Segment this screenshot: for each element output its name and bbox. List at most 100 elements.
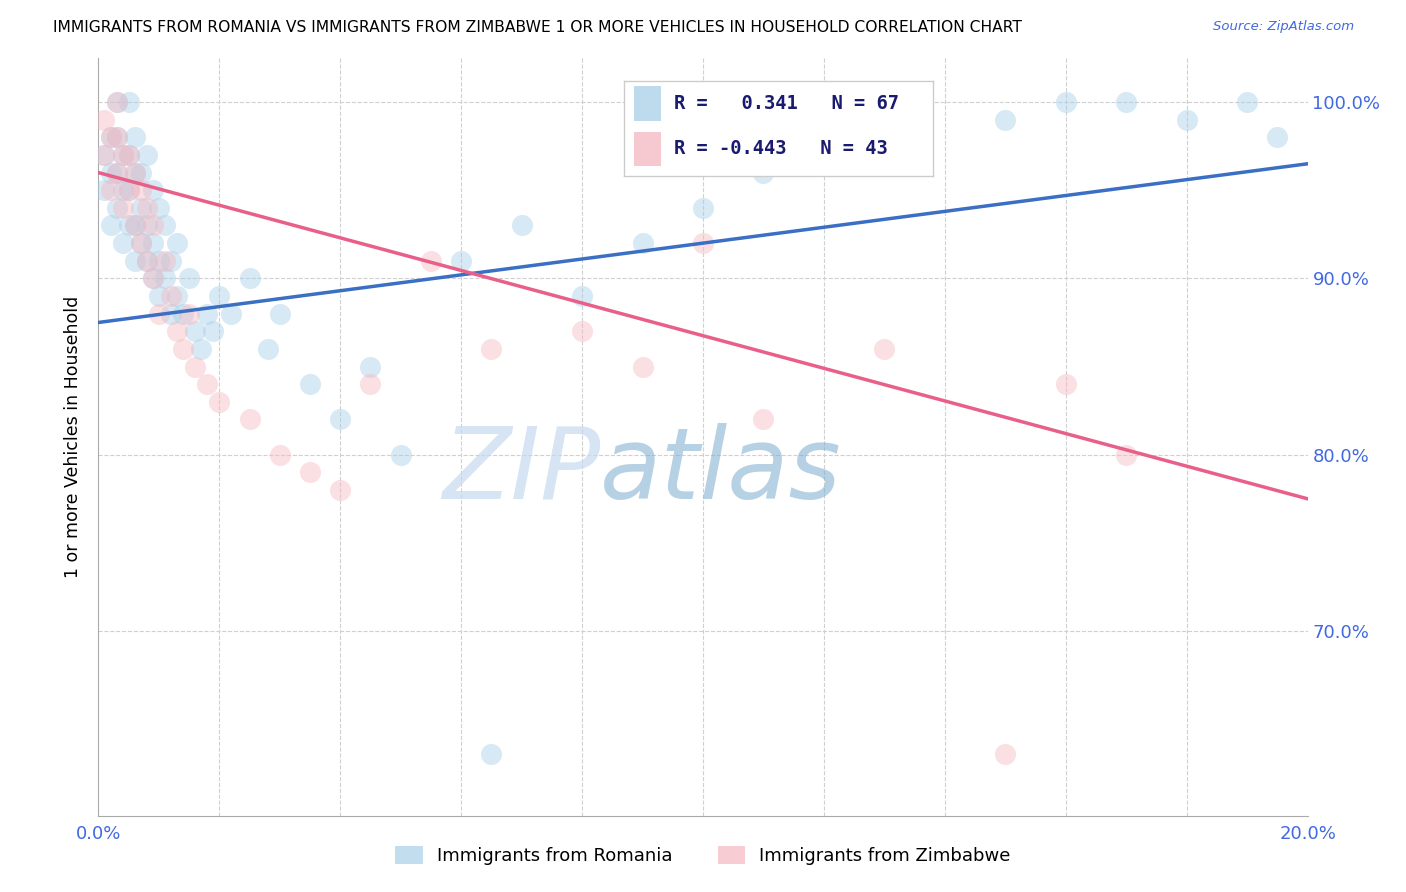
Point — [148, 307, 170, 321]
Point — [190, 342, 212, 356]
Point — [124, 165, 146, 179]
Point — [239, 271, 262, 285]
Point — [389, 448, 412, 462]
Point — [172, 342, 194, 356]
Point — [329, 483, 352, 497]
Point — [208, 289, 231, 303]
Point — [269, 307, 291, 321]
Point — [202, 324, 225, 338]
Point — [135, 253, 157, 268]
Point — [510, 219, 533, 233]
Point — [299, 377, 322, 392]
Point — [118, 219, 141, 233]
Point — [420, 253, 443, 268]
Point — [105, 130, 128, 145]
Point — [153, 219, 176, 233]
Point — [93, 183, 115, 197]
Point — [329, 412, 352, 426]
Point — [153, 253, 176, 268]
Point — [111, 201, 134, 215]
Point — [450, 253, 472, 268]
Point — [148, 201, 170, 215]
Point — [1115, 448, 1137, 462]
Point — [994, 112, 1017, 127]
Point — [135, 219, 157, 233]
Text: 20.0%: 20.0% — [1279, 825, 1336, 843]
Point — [166, 289, 188, 303]
Point — [135, 148, 157, 162]
Point — [100, 130, 122, 145]
Point — [269, 448, 291, 462]
Point — [692, 236, 714, 251]
Point — [118, 148, 141, 162]
Point — [111, 236, 134, 251]
Point — [135, 201, 157, 215]
Point — [256, 342, 278, 356]
Point — [184, 359, 207, 374]
Point — [135, 253, 157, 268]
Point — [299, 466, 322, 480]
Point — [93, 148, 115, 162]
Point — [148, 289, 170, 303]
Point — [239, 412, 262, 426]
Point — [142, 236, 165, 251]
Point — [142, 219, 165, 233]
Point — [105, 130, 128, 145]
Text: ZIP: ZIP — [441, 423, 600, 520]
Point — [166, 236, 188, 251]
Text: IMMIGRANTS FROM ROMANIA VS IMMIGRANTS FROM ZIMBABWE 1 OR MORE VEHICLES IN HOUSEH: IMMIGRANTS FROM ROMANIA VS IMMIGRANTS FR… — [53, 20, 1022, 35]
Text: 0.0%: 0.0% — [76, 825, 121, 843]
Point — [692, 201, 714, 215]
Point — [631, 236, 654, 251]
Point — [105, 165, 128, 179]
Point — [93, 112, 115, 127]
Text: atlas: atlas — [600, 423, 842, 520]
Point — [118, 148, 141, 162]
Point — [1054, 95, 1077, 109]
Point — [124, 219, 146, 233]
Legend: Immigrants from Romania, Immigrants from Zimbabwe: Immigrants from Romania, Immigrants from… — [388, 838, 1018, 872]
Point — [93, 148, 115, 162]
Point — [195, 307, 218, 321]
Point — [221, 307, 243, 321]
Point — [184, 324, 207, 338]
Point — [1054, 377, 1077, 392]
Point — [1267, 130, 1289, 145]
Point — [153, 271, 176, 285]
Point — [100, 183, 122, 197]
Point — [129, 165, 152, 179]
Point — [360, 377, 382, 392]
Point — [100, 219, 122, 233]
Point — [111, 148, 134, 162]
Point — [571, 289, 593, 303]
Point — [571, 324, 593, 338]
Point — [1236, 95, 1258, 109]
Point — [481, 342, 503, 356]
Point — [994, 747, 1017, 762]
Point — [118, 183, 141, 197]
Point — [752, 412, 775, 426]
Point — [148, 253, 170, 268]
Point — [118, 95, 141, 109]
Point — [142, 183, 165, 197]
Point — [166, 324, 188, 338]
Point — [124, 253, 146, 268]
Point — [100, 165, 122, 179]
Point — [111, 183, 134, 197]
Text: Source: ZipAtlas.com: Source: ZipAtlas.com — [1213, 20, 1354, 33]
Point — [142, 271, 165, 285]
Point — [631, 359, 654, 374]
Point — [172, 307, 194, 321]
Point — [105, 165, 128, 179]
Point — [160, 253, 183, 268]
Point — [118, 183, 141, 197]
Point — [752, 165, 775, 179]
Point — [481, 747, 503, 762]
Y-axis label: 1 or more Vehicles in Household: 1 or more Vehicles in Household — [65, 296, 83, 578]
Point — [208, 394, 231, 409]
Point — [105, 95, 128, 109]
Point — [105, 95, 128, 109]
Point — [129, 183, 152, 197]
Point — [129, 236, 152, 251]
Point — [124, 219, 146, 233]
